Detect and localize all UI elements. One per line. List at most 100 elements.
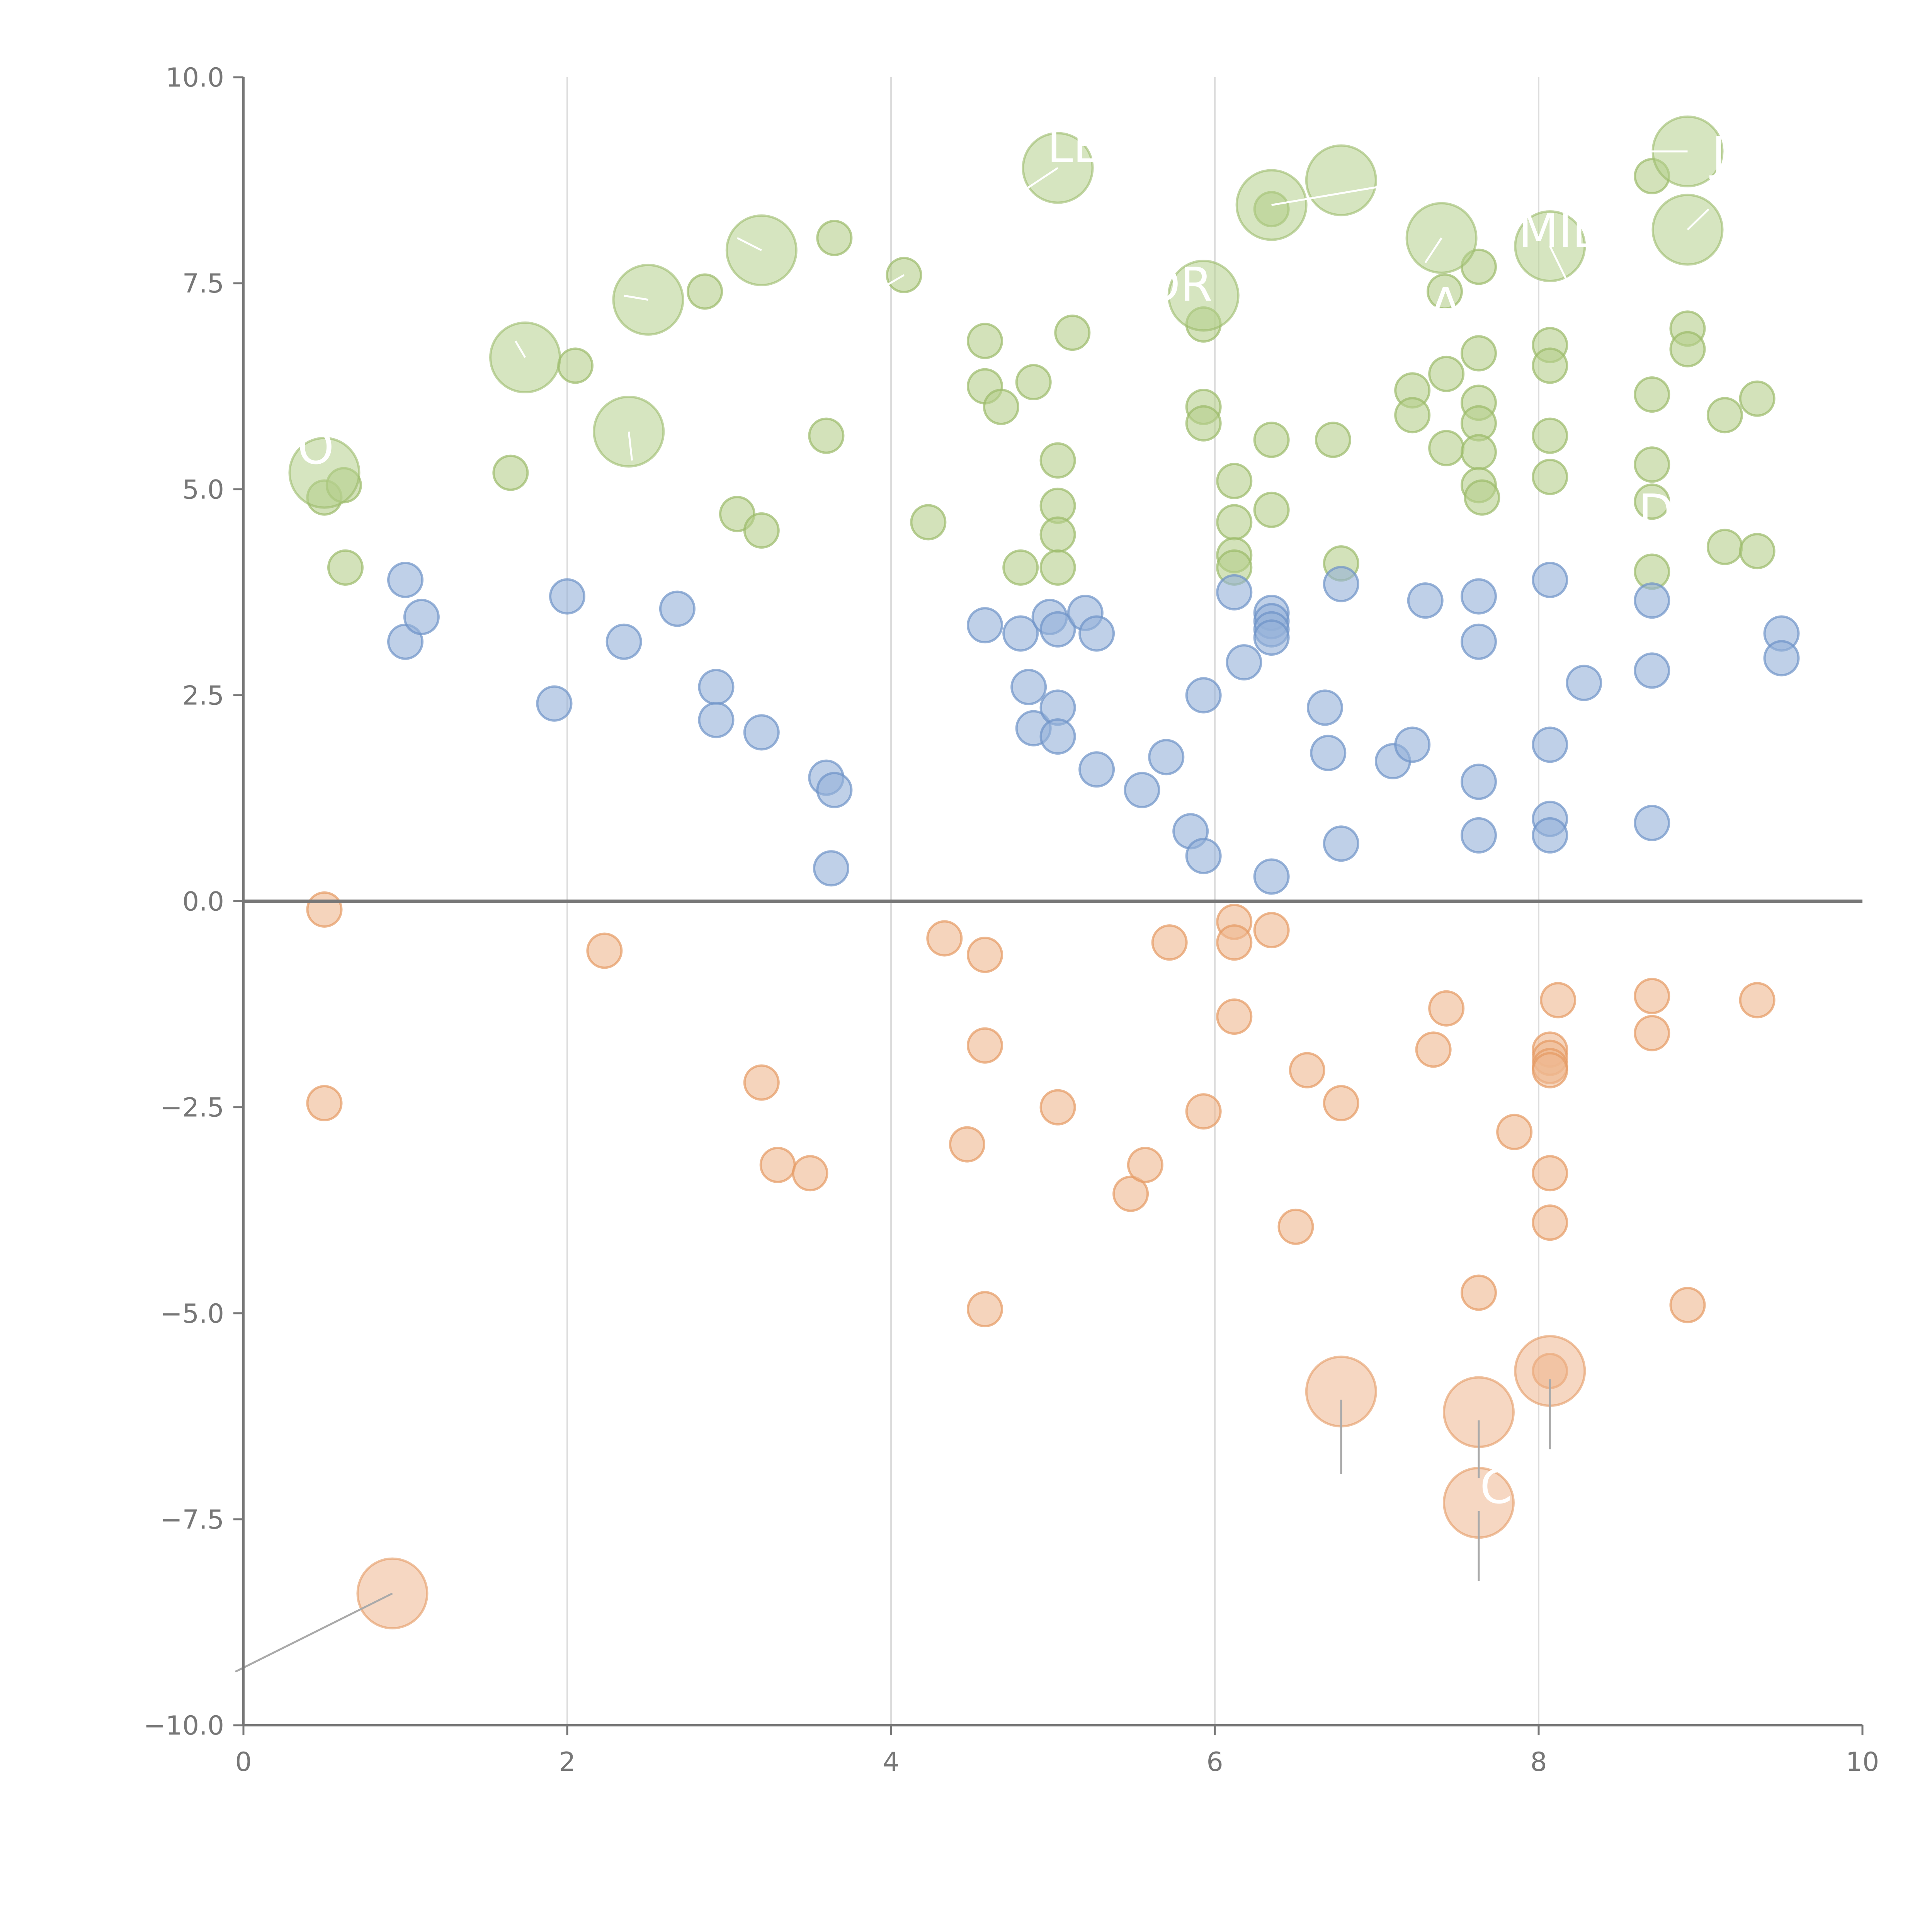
x-tick-label: 0 [235, 1747, 252, 1777]
orange-point [1460, 1274, 1497, 1311]
blue-point [1185, 677, 1222, 714]
blue-point [1634, 804, 1670, 841]
orange-point [1216, 924, 1253, 961]
orange-point [1216, 998, 1253, 1035]
orange-point [1496, 1114, 1533, 1150]
blue-point [1460, 623, 1497, 660]
orange-point [306, 1085, 343, 1121]
green-point [1634, 483, 1670, 520]
green-point [1428, 430, 1465, 466]
blue-point [1010, 669, 1047, 706]
orange-point [586, 932, 623, 969]
orange-point [1532, 1204, 1568, 1241]
blue-point [659, 590, 696, 627]
orange-point [1634, 1015, 1670, 1051]
bubbles [288, 115, 1800, 1629]
orange-point [1253, 912, 1290, 949]
blue-point [743, 714, 780, 751]
green-point [1253, 492, 1290, 528]
orange-point [967, 1027, 1003, 1064]
blue-point [1253, 858, 1290, 895]
blue-point [1124, 772, 1160, 808]
blue-point [1078, 615, 1115, 652]
green-point [1054, 315, 1091, 351]
blue-point [1148, 739, 1185, 776]
annotation-j: J [1709, 128, 1725, 181]
orange-point [1532, 1155, 1568, 1192]
green-point [1532, 459, 1568, 495]
green-point [1669, 331, 1706, 367]
blue-point [1460, 817, 1497, 854]
y-tick-label: 0.0 [182, 887, 224, 917]
annotation-le: LE [1047, 120, 1102, 173]
blue-point [1039, 718, 1076, 755]
green-point [327, 549, 364, 586]
orange-point [967, 1291, 1003, 1328]
orange-point [1415, 1031, 1452, 1068]
green-point [967, 323, 1003, 359]
green-point [1634, 376, 1670, 413]
y-tick-label: 10.0 [166, 63, 224, 93]
point-labels: LE OR MIDA J D O A C [298, 120, 1725, 1514]
blue-point [1253, 619, 1290, 656]
green-large-point [1167, 260, 1240, 332]
blue-point [605, 623, 642, 660]
x-tick-label: 4 [883, 1747, 899, 1777]
blue-point [967, 607, 1003, 644]
axes [233, 76, 1864, 1735]
blue-point [698, 702, 735, 738]
orange-point [1289, 1052, 1325, 1088]
blue-point [1185, 838, 1222, 874]
orange-point [1323, 1085, 1359, 1121]
y-tick-label: −7.5 [160, 1505, 224, 1535]
green-point [1015, 364, 1052, 401]
blue-point [1394, 726, 1431, 763]
green-point [816, 219, 853, 256]
green-point [743, 512, 780, 549]
y-tick-label: −2.5 [160, 1093, 224, 1123]
y-tick-label: −5.0 [160, 1299, 224, 1329]
annotation-mida: MIDA [1519, 205, 1639, 259]
orange-point [1428, 990, 1465, 1027]
blue-point [1310, 735, 1347, 771]
green-point [1253, 422, 1290, 458]
green-point [1706, 529, 1743, 565]
green-point [1464, 479, 1500, 516]
green-point [910, 504, 947, 541]
tick-labels: 10.0 7.5 5.0 2.5 0.0 −2.5 −5.0 −7.5 −10.0 0 2 4 6 8 10 [144, 63, 1879, 1777]
blue-point [1763, 640, 1800, 677]
blue-point [816, 772, 853, 808]
orange-point [967, 937, 1003, 973]
orange-point [1634, 978, 1670, 1014]
leader-line [1424, 237, 1442, 264]
green-point [1039, 442, 1076, 479]
green-point [1460, 434, 1497, 471]
orange-point [1185, 1093, 1222, 1130]
blue-point [1323, 566, 1359, 602]
green-point [1426, 273, 1463, 310]
annotation-a: A [1430, 278, 1461, 332]
green-point [1039, 549, 1076, 586]
orange-point [1739, 982, 1776, 1019]
green-large-point [1305, 144, 1377, 216]
green-point [1002, 549, 1039, 586]
orange-point [1669, 1287, 1706, 1323]
green-point [557, 347, 594, 384]
blue-point [813, 850, 849, 887]
annotation-d: D [1638, 485, 1674, 539]
leader-line [514, 340, 526, 358]
x-tick-label: 8 [1530, 1747, 1547, 1777]
green-point [983, 389, 1019, 425]
blue-point [387, 561, 423, 598]
blue-point [536, 685, 573, 722]
blue-point [1634, 652, 1670, 689]
blue-point [1407, 582, 1444, 619]
blue-point [1532, 817, 1568, 854]
leader-line [736, 237, 762, 252]
leader-line [1687, 208, 1709, 231]
blue-point [549, 578, 585, 615]
x-tick-label: 6 [1206, 1747, 1223, 1777]
leader-line [1020, 167, 1058, 194]
orange-point [1039, 1089, 1076, 1126]
